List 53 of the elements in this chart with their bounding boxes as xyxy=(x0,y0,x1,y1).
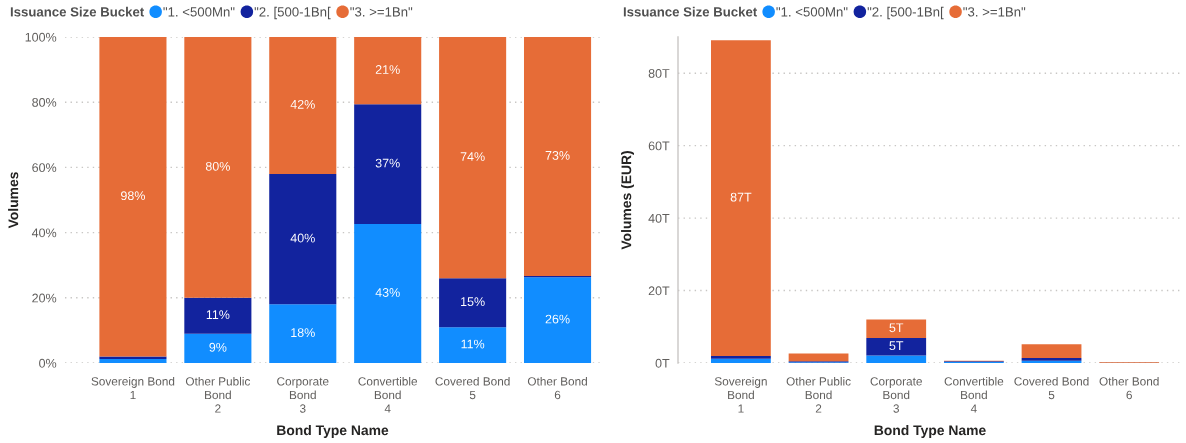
data-label: 73% xyxy=(545,150,570,160)
x-tick-label: Sovereign Bond 1 xyxy=(714,376,767,413)
data-label: 11% xyxy=(206,310,230,320)
data-label: 21% xyxy=(375,65,400,74)
data-label: 42% xyxy=(290,99,315,109)
y-tick-label: 80% xyxy=(32,98,57,107)
y-tick-label: 0T xyxy=(655,358,670,368)
y-tick-label: 100% xyxy=(25,32,57,42)
data-label: 5T xyxy=(889,323,904,333)
legend-title: Issuance Size Bucket xyxy=(623,6,758,17)
legend-title: Issuance Size Bucket xyxy=(10,6,145,17)
data-label: 26% xyxy=(545,314,570,324)
x-tick-label: Sovereign Bond 1 xyxy=(91,376,175,400)
data-label: 98% xyxy=(121,191,145,201)
legend-label: "3. >=1Bn" xyxy=(963,7,1026,17)
data-label: 43% xyxy=(375,288,400,297)
legend-label: "1. <500Mn" xyxy=(163,7,235,17)
x-tick-label: Other Bond 6 xyxy=(527,376,587,400)
y-tick-label: 60% xyxy=(32,163,57,173)
data-label: 11% xyxy=(461,339,485,349)
data-label: 74% xyxy=(460,152,485,161)
x-tick-label: Convertible Bond 4 xyxy=(944,376,1004,413)
y-tick-label: 60T xyxy=(648,141,670,151)
x-axis-title: Bond Type Name xyxy=(874,425,986,438)
x-tick-label: Covered Bond 5 xyxy=(435,376,510,400)
x-axis-title: Bond Type Name xyxy=(277,425,389,438)
x-tick-label: Other Public Bond 2 xyxy=(185,376,251,413)
x-tick-label: Other Public Bond 2 xyxy=(786,376,851,413)
legend-label: "3. >=1Bn" xyxy=(350,7,413,17)
x-tick-label: Covered Bond 5 xyxy=(1014,376,1089,400)
y-tick-label: 20T xyxy=(648,286,670,296)
data-label: 5T xyxy=(889,341,904,351)
y-axis-title: Volumes (EUR) xyxy=(621,151,634,250)
legend-label: "1. <500Mn" xyxy=(776,7,848,17)
data-label: 18% xyxy=(291,328,315,338)
x-tick-label: Corporate Bond 3 xyxy=(870,377,922,413)
data-label: 80% xyxy=(205,161,230,171)
x-tick-label: Other Bond 6 xyxy=(1099,376,1159,400)
data-label: 87T xyxy=(730,192,752,202)
x-tick-label: Convertible Bond 4 xyxy=(358,376,418,413)
data-label: 40% xyxy=(290,233,315,243)
y-tick-label: 40% xyxy=(31,228,57,238)
data-label: 9% xyxy=(209,342,227,352)
y-tick-label: 40T xyxy=(648,213,670,223)
y-axis-title: Volumes xyxy=(8,172,19,229)
x-tick-label: Corporate Bond 3 xyxy=(277,377,329,413)
legend-label: "2. [500-1Bn[ xyxy=(254,6,331,20)
y-tick-label: 80T xyxy=(648,69,670,78)
data-label: 15% xyxy=(461,297,485,307)
legend-label: "2. [500-1Bn[ xyxy=(867,6,944,20)
data-label: 37% xyxy=(375,158,400,168)
y-tick-label: 20% xyxy=(32,293,57,303)
y-tick-label: 0% xyxy=(39,358,57,368)
